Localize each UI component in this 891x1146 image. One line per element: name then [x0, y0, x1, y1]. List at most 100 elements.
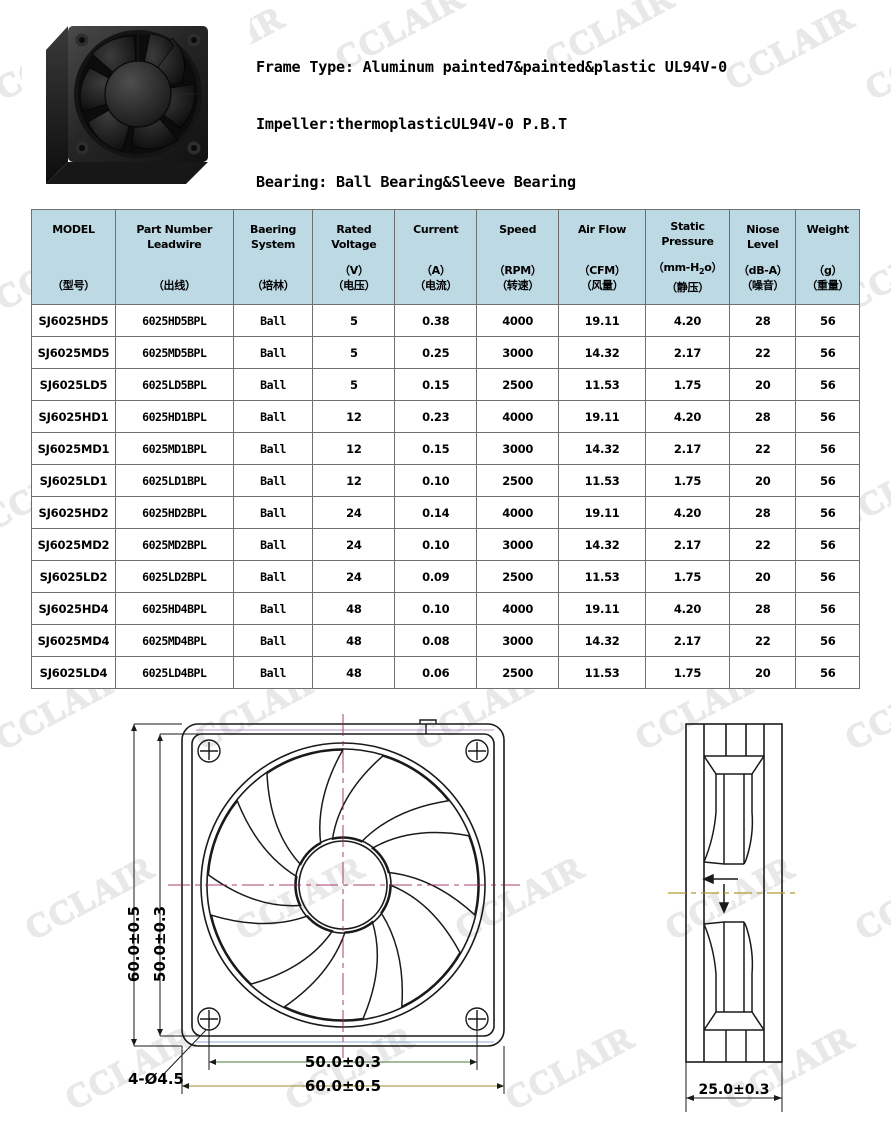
col-unit: （mm-H2o） [652, 261, 723, 277]
col-cn: （重量） [806, 278, 850, 292]
cell-r10-c8: 22 [728, 624, 797, 657]
lower-blade-section [703, 921, 765, 1062]
cell-r4-c7: 2.17 [645, 432, 730, 465]
cell-r6-c7: 4.20 [645, 496, 730, 529]
cell-r6-c9: 56 [795, 496, 860, 529]
cell-r0-c5: 4000 [476, 304, 560, 337]
cell-r7-c0: SJ6025MD2 [31, 528, 116, 561]
table-row: SJ6025LD5 6025LD5BPL Ball 5 0.15 2500 11.53 1.7… [31, 368, 860, 401]
cell-r9-c4: 0.10 [394, 592, 478, 625]
spec-line-bearing: Bearing: Ball Bearing&Sleeve Bearing [256, 172, 576, 191]
cell-r6-c3: 24 [312, 496, 396, 529]
engineering-drawings: 50.0±0.3 60.0±0.5 60.0±0.5 50.0±0.3 4-Ø4… [0, 712, 891, 1146]
cell-r8-c4: 0.09 [394, 560, 478, 593]
cell-r8-c7: 1.75 [645, 560, 730, 593]
fan-side-section-drawing: 25.0±0.3 [668, 723, 800, 1112]
col-unit [235, 263, 312, 278]
col-cn: （静压） [666, 280, 709, 294]
column-header-2: Baering System （培林） [232, 209, 314, 305]
col-cn: （出线） [152, 278, 196, 292]
cell-r10-c7: 2.17 [645, 624, 730, 657]
cell-r2-c4: 0.15 [394, 368, 478, 401]
cell-r11-c9: 56 [795, 656, 860, 689]
column-header-7: Static Pressure （mm-H2o） （静压） [645, 209, 730, 305]
cell-r10-c2: Ball [232, 624, 314, 657]
dim-width-outer-label: 60.0±0.5 [305, 1077, 381, 1095]
cell-r7-c2: Ball [232, 528, 314, 561]
cell-r11-c2: Ball [232, 656, 314, 689]
col-en2 [797, 237, 858, 252]
airflow-arrows [702, 873, 738, 914]
cell-r4-c9: 56 [795, 432, 860, 465]
dim-width-inner-label: 50.0±0.3 [305, 1053, 381, 1071]
cell-r3-c4: 0.23 [394, 400, 478, 433]
upper-blade-section [703, 755, 765, 865]
cell-r1-c4: 0.25 [394, 336, 478, 369]
cell-r3-c6: 19.11 [558, 400, 647, 433]
column-header-8: Niose Level （dB-A） （噪音） [728, 209, 797, 305]
cell-r7-c8: 22 [728, 528, 797, 561]
cell-r2-c2: Ball [232, 368, 314, 401]
column-header-5: Speed （RPM） （转速） [476, 209, 560, 305]
cell-r5-c6: 11.53 [558, 464, 647, 497]
col-unit: （g） [813, 263, 843, 277]
cell-r10-c1: 6025MD4BPL [114, 624, 234, 657]
cell-r9-c3: 48 [312, 592, 396, 625]
column-header-4: Current （A） （电流） [394, 209, 478, 305]
mounting-screws [197, 739, 489, 1031]
col-unit [117, 263, 232, 278]
cell-r9-c2: Ball [232, 592, 314, 625]
cell-r2-c1: 6025LD5BPL [114, 368, 234, 401]
specification-table: MODEL （型号） Part Number Leadwire （出线） Baerin… [31, 209, 860, 689]
cell-r4-c1: 6025MD1BPL [114, 432, 234, 465]
col-unit [33, 263, 114, 278]
cell-r4-c8: 22 [728, 432, 797, 465]
cell-r1-c9: 56 [795, 336, 860, 369]
col-unit: （dB-A） [737, 263, 788, 277]
table-row: SJ6025LD4 6025LD4BPL Ball 48 0.06 2500 11.53 1.… [31, 656, 860, 689]
col-cn: （风量） [580, 278, 624, 292]
col-unit: （RPM） [493, 263, 542, 277]
cell-r5-c9: 56 [795, 464, 860, 497]
cell-r6-c1: 6025HD2BPL [114, 496, 234, 529]
col-en1: Baering [249, 222, 297, 236]
cell-r0-c6: 19.11 [558, 304, 647, 337]
cell-r1-c7: 2.17 [645, 336, 730, 369]
product-header: Frame Type: Aluminum painted7&painted&pl… [0, 0, 891, 477]
col-en1: Static [670, 220, 705, 234]
cell-r3-c7: 4.20 [645, 400, 730, 433]
column-header-9: Weight （g） （重量） [795, 209, 860, 305]
col-unit: （V） [339, 263, 369, 277]
cell-r10-c9: 56 [795, 624, 860, 657]
col-unit: （A） [420, 263, 451, 277]
cell-r7-c1: 6025MD2BPL [114, 528, 234, 561]
col-en2: Leadwire [147, 237, 202, 251]
col-en2: Pressure [661, 235, 714, 249]
cell-r11-c3: 48 [312, 656, 396, 689]
col-en2: System [251, 237, 296, 251]
cell-r11-c6: 11.53 [558, 656, 647, 689]
col-en1: Speed [499, 222, 537, 236]
cell-r6-c4: 0.14 [394, 496, 478, 529]
table-row: SJ6025LD2 6025LD2BPL Ball 24 0.09 2500 11.53 1.… [31, 560, 860, 593]
cell-r11-c0: SJ6025LD4 [31, 656, 116, 689]
cell-r10-c3: 48 [312, 624, 396, 657]
cell-r8-c8: 20 [728, 560, 797, 593]
column-header-1: Part Number Leadwire （出线） [114, 209, 234, 305]
cell-r7-c6: 14.32 [558, 528, 647, 561]
table-row: SJ6025MD2 6025MD2BPL Ball 24 0.10 3000 14.32 2.… [31, 528, 860, 561]
cell-r2-c3: 5 [312, 368, 396, 401]
cell-r5-c8: 20 [728, 464, 797, 497]
cell-r0-c1: 6025HD5BPL [114, 304, 234, 337]
cell-r9-c9: 56 [795, 592, 860, 625]
dim-height-outer-label: 60.0±0.5 [125, 906, 143, 982]
col-cn: （电流） [414, 278, 458, 292]
cell-r5-c1: 6025LD1BPL [114, 464, 234, 497]
cell-r10-c6: 14.32 [558, 624, 647, 657]
col-en2 [560, 237, 644, 252]
cell-r7-c7: 2.17 [645, 528, 730, 561]
cell-r3-c5: 4000 [476, 400, 560, 433]
cell-r4-c2: Ball [232, 432, 314, 465]
cell-r8-c3: 24 [312, 560, 396, 593]
col-en2: Voltage [331, 237, 377, 251]
